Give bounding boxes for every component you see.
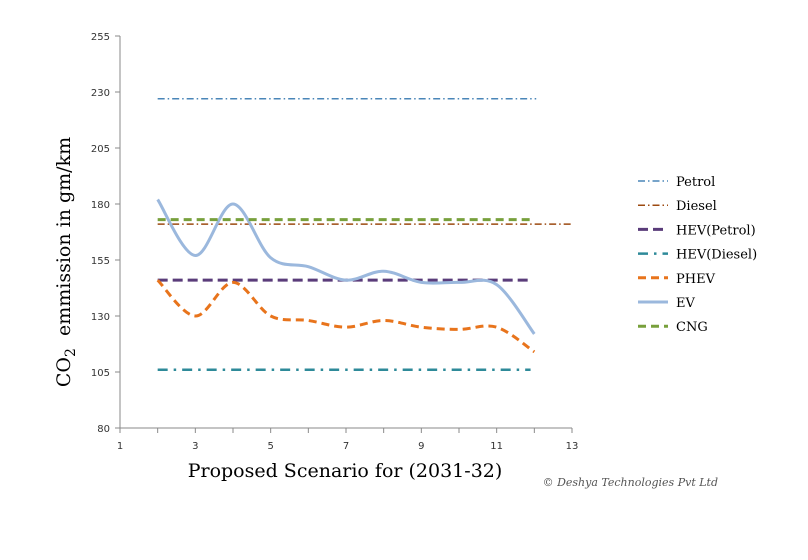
x-tick-label: 9 bbox=[418, 441, 424, 452]
series-layer bbox=[156, 97, 572, 372]
legend-label-hev-petrol: HEV(Petrol) bbox=[676, 223, 756, 238]
legend-label-ev: EV bbox=[676, 296, 695, 311]
copyright-text: © Deshya Technologies Pvt Ltd bbox=[543, 476, 718, 489]
y-tick-label: 80 bbox=[97, 424, 110, 435]
x-tick-label: 7 bbox=[343, 441, 349, 452]
y-ticks: 80 105 130 155 180 205 230 255 bbox=[91, 32, 120, 435]
y-axis-title-prefix: CO bbox=[53, 357, 75, 387]
series-line-ev bbox=[156, 198, 536, 335]
x-tick-label: 1 bbox=[117, 441, 123, 452]
legend-label-diesel: Diesel bbox=[676, 199, 717, 214]
y-tick-label: 130 bbox=[91, 312, 110, 323]
x-axis-title: Proposed Scenario for (2031-32) bbox=[188, 460, 503, 482]
legend-label-cng: CNG bbox=[676, 320, 708, 335]
y-tick-label: 155 bbox=[91, 256, 110, 267]
legend: Petrol Diesel HEV(Petrol) HEV(Diesel) PHEV EV… bbox=[638, 175, 757, 335]
y-tick-label: 105 bbox=[91, 368, 110, 379]
x-tick-label: 3 bbox=[192, 441, 198, 452]
x-tick-label: 5 bbox=[267, 441, 273, 452]
x-tick-label: 13 bbox=[566, 441, 579, 452]
y-tick-label: 255 bbox=[91, 32, 110, 43]
y-axis-title-subscript: 2 bbox=[63, 348, 79, 357]
y-tick-label: 205 bbox=[91, 144, 110, 155]
y-tick-label: 230 bbox=[91, 88, 110, 99]
y-axis-title-suffix: emmission in gm/km bbox=[53, 137, 75, 348]
series-line-phev bbox=[156, 279, 536, 354]
legend-label-phev: PHEV bbox=[676, 272, 716, 287]
y-axis-title: CO2 emmission in gm/km bbox=[53, 137, 79, 387]
x-ticks: 1 3 5 7 9 11 13 bbox=[117, 428, 579, 452]
y-tick-label: 180 bbox=[91, 200, 110, 211]
legend-label-hev-diesel: HEV(Diesel) bbox=[676, 248, 757, 263]
x-tick-label: 11 bbox=[490, 441, 503, 452]
legend-label-petrol: Petrol bbox=[676, 175, 715, 190]
